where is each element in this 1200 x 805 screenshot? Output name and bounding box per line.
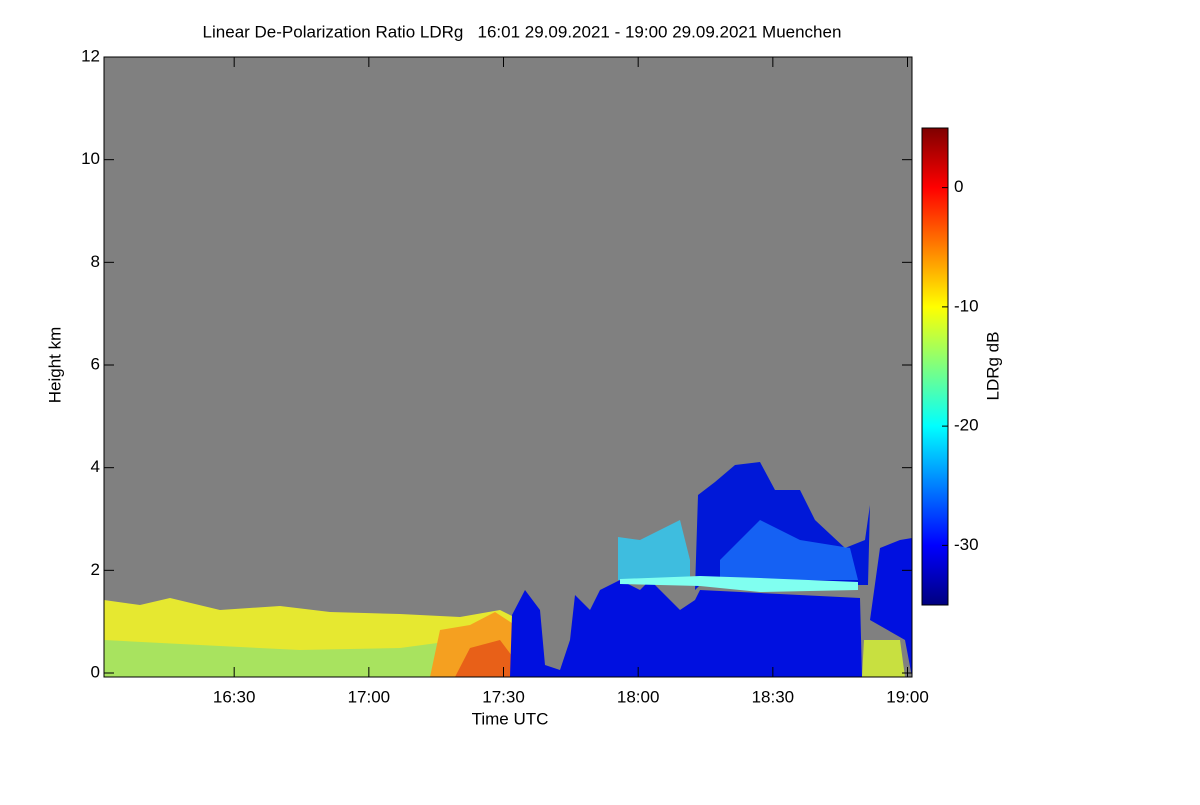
y-tick-label: 12	[81, 46, 100, 65]
x-axis-label: Time UTC	[472, 709, 549, 728]
colorbar-tick-label: -20	[954, 416, 979, 435]
y-tick-label: 2	[91, 560, 100, 579]
y-tick-label: 4	[91, 457, 100, 476]
colorbar-tick-label: 0	[954, 177, 963, 196]
colorbar-tick-label: -10	[954, 296, 979, 315]
colorbar-label: LDRg dB	[983, 332, 1002, 401]
chart-title: Linear De-Polarization Ratio LDRg 16:01 …	[203, 22, 842, 41]
x-tick-label: 16:30	[213, 687, 256, 706]
y-axis-label: Height km	[45, 327, 64, 404]
x-tick-label: 18:30	[752, 687, 795, 706]
heatmap-field	[104, 57, 912, 677]
x-tick-label: 18:00	[617, 687, 660, 706]
colorbar	[921, 127, 949, 606]
plot-frame	[103, 56, 913, 678]
x-tick-label: 17:00	[348, 687, 391, 706]
x-tick-label: 17:30	[482, 687, 525, 706]
y-tick-label: 0	[91, 662, 100, 681]
y-tick-label: 10	[81, 149, 100, 168]
y-tick-label: 8	[91, 252, 100, 271]
y-tick-label: 6	[91, 354, 100, 373]
colorbar-tick-label: -30	[954, 535, 979, 554]
x-tick-label: 19:00	[886, 687, 929, 706]
